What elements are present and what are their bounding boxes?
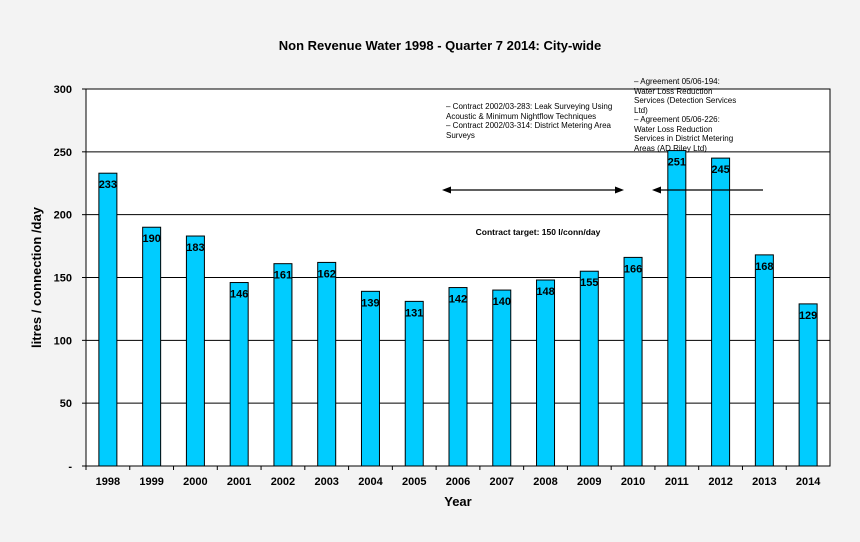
data-label: 168 <box>755 261 773 273</box>
bar <box>536 279 556 467</box>
x-tick-label: 2004 <box>358 476 383 488</box>
bar <box>317 261 337 467</box>
x-tick-label: 2014 <box>796 476 821 488</box>
y-axis-label: litres / connection /day <box>29 206 44 348</box>
y-tick-label: 100 <box>54 335 72 347</box>
data-label: 146 <box>230 289 248 301</box>
bar <box>360 290 380 467</box>
contract-arrow-head-left <box>442 186 451 194</box>
data-label: 245 <box>711 164 729 176</box>
data-label: 251 <box>668 157 686 169</box>
y-tick-label: 250 <box>54 147 72 159</box>
x-tick-label: 2013 <box>752 476 776 488</box>
bar <box>142 226 162 467</box>
x-tick-label: 1998 <box>96 476 120 488</box>
data-label: 183 <box>186 242 204 254</box>
data-label: 140 <box>493 296 511 308</box>
x-tick-label: 2007 <box>490 476 514 488</box>
x-tick-label: 2001 <box>227 476 251 488</box>
bar <box>754 254 774 467</box>
x-tick-label: 2010 <box>621 476 645 488</box>
contracts-annotation: – Contract 2002/03-283: Leak Surveying U… <box>446 102 613 140</box>
agreements-annotation: – Agreement 05/06-194: Water Loss Reduct… <box>634 77 737 153</box>
data-label: 166 <box>624 263 642 275</box>
x-tick-label: 2000 <box>183 476 207 488</box>
bar <box>404 300 424 467</box>
bar <box>798 303 818 467</box>
bar <box>579 270 599 467</box>
bar <box>273 263 293 467</box>
x-tick-label: 2005 <box>402 476 426 488</box>
agreement-arrow-head <box>652 186 661 194</box>
data-label: 139 <box>361 297 379 309</box>
data-label: 155 <box>580 277 598 289</box>
bar <box>667 150 687 467</box>
x-tick-label: 2006 <box>446 476 470 488</box>
bar <box>185 235 205 467</box>
target-label: Contract target: 150 l/conn/day <box>476 227 601 237</box>
x-tick-label: 2009 <box>577 476 601 488</box>
x-tick-label: 2008 <box>533 476 557 488</box>
bar <box>448 287 468 467</box>
data-label: 161 <box>274 270 292 282</box>
data-label: 129 <box>799 310 817 322</box>
y-tick-label: - <box>68 461 72 473</box>
data-label: 162 <box>318 268 336 280</box>
data-label: 148 <box>536 286 554 298</box>
y-tick-label: 150 <box>54 273 72 285</box>
bar <box>623 256 643 467</box>
chart-title: Non Revenue Water 1998 - Quarter 7 2014:… <box>278 38 602 53</box>
y-tick-label: 300 <box>54 84 72 96</box>
x-tick-label: 2012 <box>708 476 732 488</box>
y-tick-label: 200 <box>54 210 72 222</box>
y-tick-label: 50 <box>60 398 72 410</box>
bar <box>492 289 512 467</box>
data-label: 233 <box>99 179 117 191</box>
bar <box>229 282 249 467</box>
data-label: 131 <box>405 307 423 319</box>
contract-arrow-head-right <box>615 186 624 194</box>
x-tick-label: 2011 <box>665 476 689 488</box>
bar <box>711 157 731 467</box>
bar <box>98 172 118 467</box>
x-tick-label: 1999 <box>139 476 163 488</box>
x-tick-label: 2003 <box>314 476 338 488</box>
data-label: 142 <box>449 294 467 306</box>
data-label: 190 <box>142 233 160 245</box>
x-axis-label: Year <box>444 494 471 509</box>
x-tick-label: 2002 <box>271 476 295 488</box>
